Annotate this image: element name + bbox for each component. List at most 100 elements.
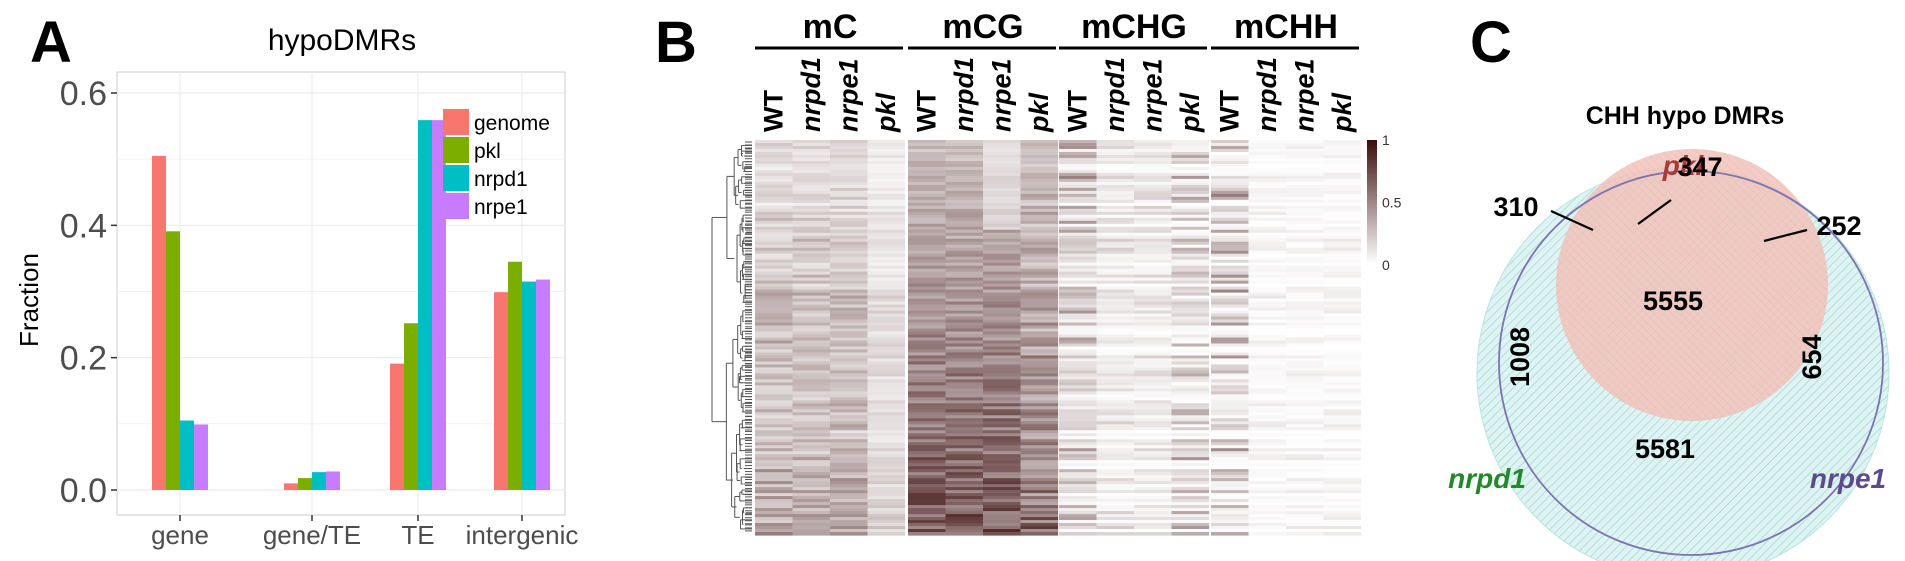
heatmap-cell: [830, 220, 868, 225]
heatmap-cell: [1096, 517, 1135, 521]
heatmap-cell: [755, 523, 793, 527]
heatmap-cell: [1211, 448, 1249, 452]
heatmap-cell: [908, 223, 946, 228]
legend-swatch-genome: [443, 109, 469, 135]
heatmap-cell: [792, 481, 831, 485]
heatmap-cell: [1211, 286, 1249, 291]
heatmap-cell: [1171, 154, 1210, 159]
heatmap-cell: [908, 238, 946, 243]
heatmap-cell: [1286, 346, 1324, 351]
heatmap-cell: [867, 223, 906, 228]
heatmap-cell: [1323, 370, 1362, 375]
heatmap-cell: [908, 487, 946, 491]
heatmap-cell: [983, 514, 1021, 518]
chart-a-title: hypoDMRs: [268, 24, 416, 57]
heatmap-cell: [1020, 385, 1059, 389]
heatmap-cell: [983, 337, 1021, 342]
heatmap-cell: [755, 193, 793, 198]
heatmap-cell: [867, 493, 906, 497]
heatmap-cell: [1020, 361, 1059, 366]
heatmap-cell: [908, 451, 946, 455]
heatmap-cell: [1211, 223, 1249, 228]
heatmap-cell: [830, 523, 868, 527]
heatmap-cell: [1171, 226, 1210, 231]
heatmap-cell: [983, 352, 1021, 357]
heatmap-cell: [908, 361, 946, 366]
heatmap-cell: [1096, 427, 1135, 431]
heatmap-cell: [1171, 298, 1210, 303]
heatmap-cell: [983, 436, 1021, 440]
heatmap-cell: [1211, 157, 1249, 162]
heatmap-cell: [1323, 418, 1362, 422]
heatmap-cell: [1096, 526, 1135, 530]
heatmap-cell: [1286, 394, 1324, 398]
heatmap-cell: [1134, 448, 1172, 452]
heatmap-cell: [867, 376, 906, 380]
heatmap-cell: [830, 140, 868, 144]
heatmap-cell: [1248, 178, 1287, 183]
heatmap-cell: [830, 370, 868, 375]
heatmap-cell: [792, 334, 831, 339]
heatmap-cell: [945, 241, 984, 246]
heatmap-cell: [1134, 289, 1172, 294]
heatmap-cell: [1171, 484, 1210, 488]
heatmap-cell: [1059, 283, 1097, 288]
heatmap-cell: [830, 355, 868, 360]
venn-value-nrpe1-only: 654: [1797, 334, 1827, 379]
heatmap-cell: [1096, 520, 1135, 524]
heatmap-cell: [1286, 481, 1324, 485]
heatmap-cell: [1096, 442, 1135, 446]
heatmap-cell: [1286, 199, 1324, 204]
heatmap-cell: [1171, 445, 1210, 449]
heatmap-cell: [1134, 187, 1172, 192]
heatmap-cell: [1211, 175, 1249, 180]
heatmap-cell: [1134, 361, 1172, 366]
heatmap-cell: [1171, 496, 1210, 500]
heatmap-cell: [1096, 406, 1135, 410]
heatmap-cell: [945, 463, 984, 467]
heatmap-cell: [1248, 520, 1287, 524]
heatmap-cell: [867, 415, 906, 419]
heatmap-cell: [755, 388, 793, 392]
heatmap-cell: [1134, 208, 1172, 213]
heatmap-cell: [1211, 289, 1249, 294]
heatmap-cell: [755, 262, 793, 267]
heatmap-cell: [945, 238, 984, 243]
heatmap-cell: [983, 511, 1021, 515]
heatmap-cell: [1059, 412, 1097, 416]
heatmap-cell: [792, 355, 831, 360]
heatmap-cell: [1096, 454, 1135, 458]
heatmap-cell: [945, 289, 984, 294]
heatmap-cell: [867, 409, 906, 413]
heatmap-cell: [908, 379, 946, 383]
heatmap-cell: [1134, 301, 1172, 306]
heatmap-cell: [1248, 196, 1287, 201]
heatmap-group-label: mCHH: [1234, 8, 1338, 46]
heatmap-cell: [755, 457, 793, 461]
heatmap-cell: [945, 352, 984, 357]
heatmap-cell: [908, 511, 946, 515]
heatmap-cell: [908, 421, 946, 425]
heatmap-cell: [945, 406, 984, 410]
heatmap-cell: [908, 301, 946, 306]
heatmap-cell: [1248, 253, 1287, 258]
heatmap-cell: [1171, 238, 1210, 243]
heatmap-cell: [1323, 367, 1362, 372]
heatmap-cell: [1211, 316, 1249, 321]
heatmap-cell: [1096, 502, 1135, 506]
heatmap-cell: [867, 199, 906, 204]
heatmap-cell: [1020, 262, 1059, 267]
heatmap-cell: [1211, 277, 1249, 282]
heatmap-cell: [945, 397, 984, 401]
heatmap-cell: [1134, 277, 1172, 282]
heatmap-cell: [1059, 448, 1097, 452]
heatmap-cell: [1096, 493, 1135, 497]
heatmap-cell: [1323, 496, 1362, 500]
heatmap-cell: [1248, 346, 1287, 351]
heatmap-cell: [1323, 172, 1362, 177]
heatmap-cell: [983, 298, 1021, 303]
heatmap-cell: [867, 397, 906, 401]
heatmap-cell: [1211, 490, 1249, 494]
heatmap-cell: [830, 460, 868, 464]
